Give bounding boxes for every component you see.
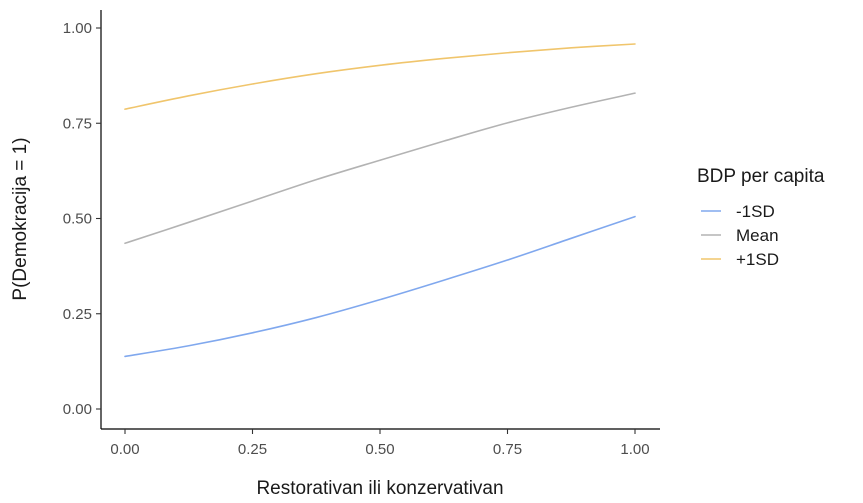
x-tick-label: 0.50 <box>365 441 394 458</box>
x-axis: 0.00 0.25 0.50 0.75 1.00 <box>101 428 660 458</box>
y-tick-label: 0.25 <box>63 306 92 323</box>
y-axis-title: P(Demokracija = 1) <box>10 137 31 300</box>
y-tick-label: 1.00 <box>63 20 92 37</box>
x-axis-title: Restorativan ili konzervativan <box>256 478 503 499</box>
x-tick-label: 0.75 <box>493 441 522 458</box>
legend: BDP per capita -1SD Mean +1SD <box>697 166 825 269</box>
y-tick-label: 0.00 <box>63 401 92 418</box>
series-lines <box>124 43 636 358</box>
y-tick-label: 0.75 <box>63 115 92 132</box>
x-tick-label: 0.00 <box>110 441 139 458</box>
legend-items: -1SD Mean +1SD <box>701 202 779 269</box>
series-line-minus-1sd <box>124 215 636 358</box>
legend-label-minus-1sd: -1SD <box>736 202 775 221</box>
x-tick-label: 1.00 <box>620 441 649 458</box>
series-line-plus-1sd <box>124 43 636 110</box>
legend-label-mean: Mean <box>736 226 779 245</box>
x-tick-label: 0.25 <box>238 441 267 458</box>
series-line-mean <box>124 92 636 245</box>
y-axis: 0.00 0.25 0.50 0.75 1.00 <box>63 10 102 429</box>
y-tick-label: 0.50 <box>63 211 92 228</box>
legend-title: BDP per capita <box>697 166 825 187</box>
legend-label-plus-1sd: +1SD <box>736 250 779 269</box>
